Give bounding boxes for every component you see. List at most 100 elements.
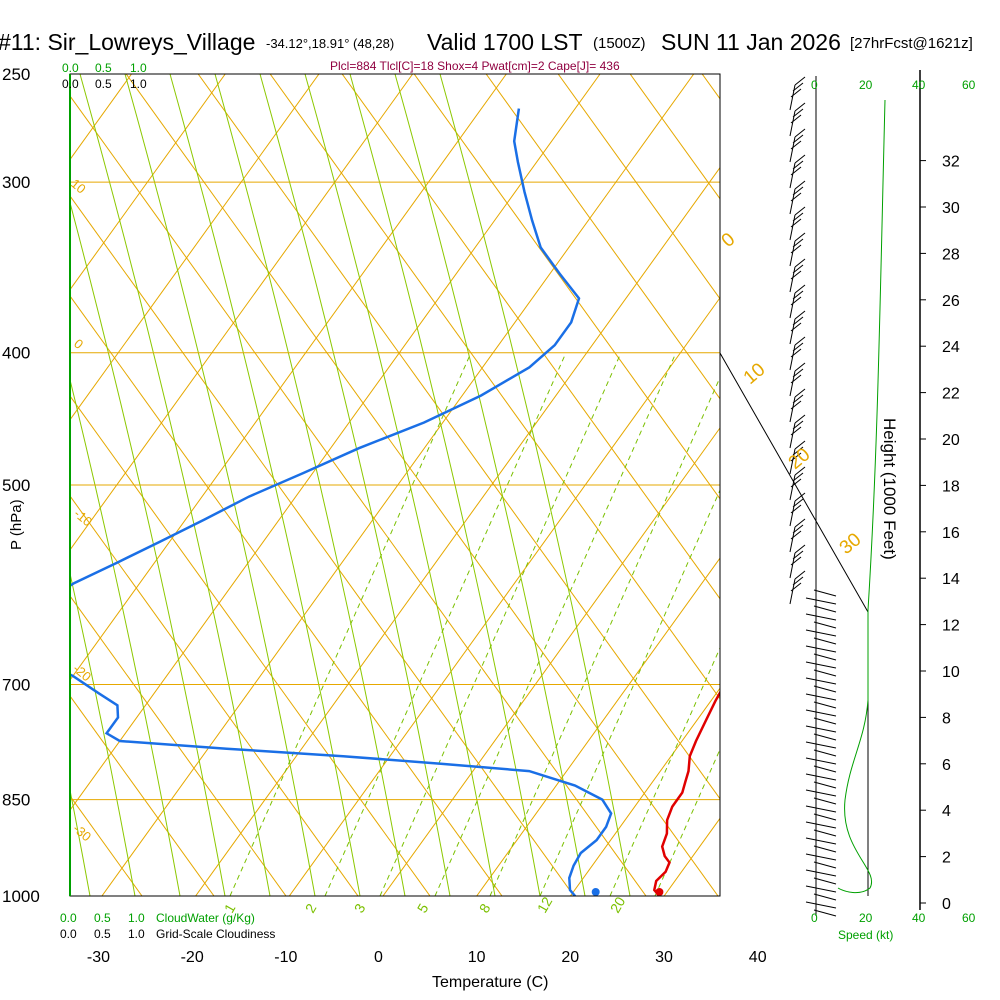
height-tick-label: 6 [942,757,951,774]
cloudiness-scale-bottom-1: 0.5 [94,927,111,941]
mixing-ratio-label: 2 [302,901,320,916]
speed-top-0: 0 [811,78,818,92]
wind-barb-staff [789,214,796,241]
wind-barb-low [813,685,837,693]
wind-barb-low [805,901,837,909]
wind-barb-low [805,805,837,813]
speed-top-40: 40 [912,78,926,92]
temperature-tick-label: -20 [181,949,204,966]
wind-barb-flag [792,212,804,222]
wind-barb-flag [794,310,806,320]
wind-barb-flag [790,88,802,98]
cloudwater-label: CloudWater (g/Kg) [156,911,255,925]
mixing-ratio-label: 5 [414,901,432,916]
speed-bottom-20: 20 [859,911,873,925]
cloudwater-scale-bottom-2: 1.0 [128,911,145,925]
wind-barb-low [805,853,837,861]
wind-barb-low [813,733,837,741]
isotherm-label: 30 [836,529,866,559]
height-tick-label: 30 [942,200,960,217]
wind-barb-flag [792,108,804,118]
wind-panel-boundary [719,352,869,896]
isotherm-label: 10 [68,176,89,197]
wind-barb-staff [789,188,796,215]
mixing-ratio-label: 3 [351,901,369,916]
wind-barb-flag [792,524,804,534]
wind-barb-flag [792,238,804,248]
cloudiness-scale-bottom-2: 1.0 [128,927,145,941]
surface-temperature-point [655,888,664,896]
wind-barb-flag [790,452,802,462]
wind-barb-flag [792,420,804,430]
wind-barb-low [813,765,837,773]
wind-speed-profile [837,99,886,894]
wind-barb-flag [792,446,804,456]
isotherm-line [70,74,320,421]
surface-dewpoint-point [591,888,600,896]
wind-barb-flag [794,76,806,86]
wind-barb-flag [792,134,804,144]
wind-barb-staff [789,552,796,579]
isotherm-label: 10 [740,359,770,389]
forecast-run: [27hrFcst@1621z] [850,35,973,52]
cloudiness-label: Grid-Scale Cloudiness [156,927,275,941]
height-tick-label: 28 [942,246,960,263]
isotherm-label: -20 [70,661,94,685]
wind-barb-flag [790,530,802,540]
wind-barb-flag [790,426,802,436]
wind-barb-low [805,821,837,829]
isotherm-label: 0 [718,229,740,252]
wind-barb-flag [792,576,804,586]
wind-barb-low [813,829,837,837]
wind-barb-staff [789,292,796,319]
mixing-ratio-line [229,354,471,896]
height-tick-label: 18 [942,478,960,495]
height-axis-title: Height (1000 Feet) [880,418,899,560]
mixing-ratio-label: 20 [607,894,629,916]
wind-barb-flag [790,192,802,202]
height-tick-label: 16 [942,525,960,542]
wind-barb-flag [794,336,806,346]
wind-barb-flag [792,160,804,170]
wind-barb-low [805,629,837,637]
wind-barb-low [805,645,837,653]
temperature-tick-label: 0 [374,949,383,966]
cloudwater-scale-bottom-0: 0.0 [60,911,77,925]
wind-barb-staff [789,578,796,605]
wind-barb-low [805,885,837,893]
wind-barb-flag [794,570,806,580]
wind-barb-low [805,757,837,765]
speed-axis-label: Speed (kt) [838,928,893,942]
mixing-ratio-line [434,354,676,896]
wind-barb-flag [792,316,804,326]
wind-barb-staff [789,448,796,475]
dry-adiabat-line [70,495,359,896]
speed-bottom-60: 60 [962,911,976,925]
wind-barb-flag [790,296,802,306]
height-tick-label: 4 [942,803,951,820]
wind-barb-staff [789,318,796,345]
wind-barb-low [805,837,837,845]
wind-barb-low [813,669,837,677]
cloudwater-scale-top-1: 0.5 [95,61,112,75]
wind-barb-low [805,725,837,733]
speed-top-60: 60 [962,78,976,92]
wind-barb-staff [789,240,796,267]
pressure-tick-label: 1000 [2,887,40,906]
forecast-date: SUN 11 Jan 2026 [661,29,841,55]
wind-barb-flag [794,102,806,112]
wind-barb-flag [794,232,806,242]
sounding-series [70,108,720,896]
mixing-ratio-line [324,354,566,896]
wind-barb-flag [794,518,806,528]
wind-barb-low [813,717,837,725]
wind-barb-low [805,709,837,717]
wind-barb-flag [790,556,802,566]
pressure-tick-label: 250 [2,65,30,84]
wind-barb-flag [794,206,806,216]
speed-top-20: 20 [859,78,873,92]
valid-time: Valid 1700 LST [427,29,583,55]
wind-barb-flag [794,180,806,190]
wind-barb-low [813,813,837,821]
wind-barb-flag [790,270,802,280]
